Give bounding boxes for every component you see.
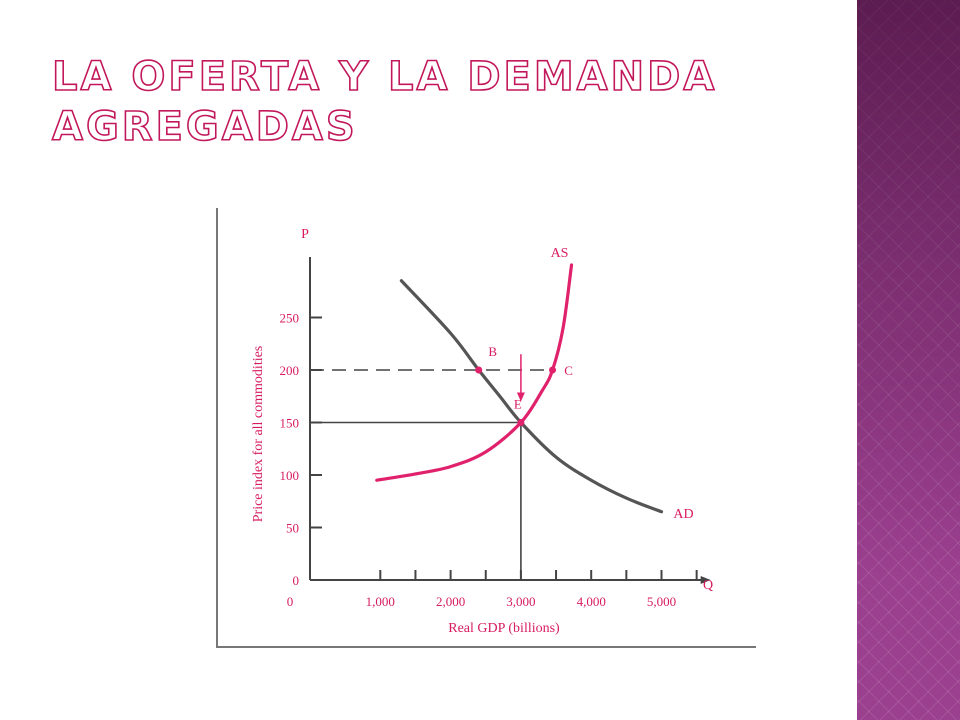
y-tick-label: 200 bbox=[280, 363, 300, 378]
x-tick-label: 0 bbox=[287, 594, 294, 609]
point-b-marker bbox=[475, 366, 483, 374]
x-tick-label: 4,000 bbox=[577, 594, 606, 609]
y-tick-label: 250 bbox=[280, 311, 300, 326]
x-axis-arrowhead bbox=[700, 576, 711, 584]
decorative-side-band bbox=[857, 0, 960, 720]
slide-title: LA OFERTA Y LA DEMANDA AGREGADAS bbox=[51, 53, 718, 151]
series-ad-curve bbox=[399, 279, 664, 514]
x-axis-label: Real GDP (billions) bbox=[448, 621, 560, 636]
y-tick-label: 150 bbox=[280, 416, 300, 431]
series-as-label: AS bbox=[551, 246, 569, 261]
y-tick-label: 50 bbox=[286, 521, 299, 536]
point-e-marker bbox=[517, 419, 525, 426]
y-axis-label: Price index for all commodities bbox=[251, 346, 266, 523]
x-tick-label: 5,000 bbox=[647, 594, 676, 609]
y-tick-label: 100 bbox=[280, 468, 300, 483]
y-axis-symbol: P bbox=[301, 227, 309, 242]
point-b-label: B bbox=[488, 344, 497, 359]
y-tick-label: 0 bbox=[293, 573, 300, 588]
x-tick-label: 2,000 bbox=[436, 594, 465, 609]
series-as-curve bbox=[375, 263, 574, 482]
shift-arrow-head bbox=[516, 392, 525, 402]
x-tick-label: 3,000 bbox=[506, 594, 535, 609]
x-tick-label: 1,000 bbox=[366, 594, 395, 609]
point-e-label: E bbox=[514, 397, 522, 412]
series-ad-label: AD bbox=[673, 507, 693, 522]
point-c-marker bbox=[549, 366, 557, 374]
point-c-label: C bbox=[564, 363, 573, 378]
x-axis-symbol: Q bbox=[703, 578, 713, 593]
